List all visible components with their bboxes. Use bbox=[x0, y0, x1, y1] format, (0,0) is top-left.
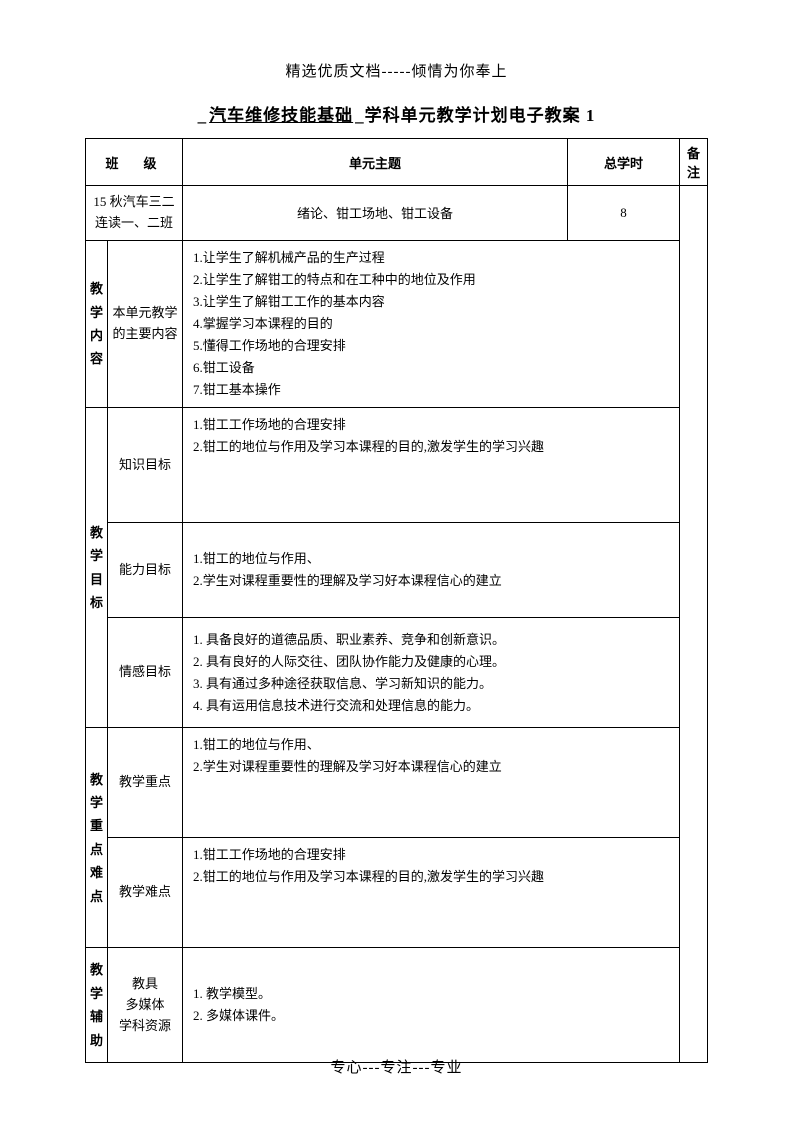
header-remark: 备注 bbox=[680, 139, 708, 186]
title-prefix: _ bbox=[198, 106, 208, 125]
keypoint-label: 教学重点 bbox=[108, 728, 183, 838]
page-title: _汽车维修技能基础_学科单元教学计划电子教案 1 bbox=[85, 101, 708, 126]
topic-value: 绪论、钳工场地、钳工设备 bbox=[183, 186, 568, 241]
knowledge-text: 1.钳工工作场地的合理安排2.钳工的地位与作用及学习本课程的目的,激发学生的学习… bbox=[183, 408, 680, 523]
hours-value: 8 bbox=[567, 186, 679, 241]
header-total-hours: 总学时 bbox=[567, 139, 679, 186]
aid-row: 教学辅助 教具多媒体学科资源 1. 教学模型。2. 多媒体课件。 bbox=[86, 948, 708, 1063]
content-text: 1.让学生了解机械产品的生产过程2.让学生了解钳工的特点和在工种中的地位及作用3… bbox=[183, 240, 680, 408]
emotion-text: 1. 具备良好的道德品质、职业素养、竞争和创新意识。2. 具有良好的人际交往、团… bbox=[183, 618, 680, 728]
class-info-row: 15 秋汽车三二连读一、二班 绪论、钳工场地、钳工设备 8 bbox=[86, 186, 708, 241]
goal-vlabel: 教学目标 bbox=[86, 408, 108, 728]
difficulty-text: 1.钳工工作场地的合理安排2.钳工的地位与作用及学习本课程的目的,激发学生的学习… bbox=[183, 838, 680, 948]
title-suffix: _学科单元教学计划电子教案 1 bbox=[355, 106, 595, 125]
header-class: 班 级 bbox=[86, 139, 183, 186]
page-header: 精选优质文档-----倾情为你奉上 bbox=[85, 60, 708, 81]
difficulty-row: 教学难点 1.钳工工作场地的合理安排2.钳工的地位与作用及学习本课程的目的,激发… bbox=[86, 838, 708, 948]
content-label: 本单元教学的主要内容 bbox=[108, 240, 183, 408]
content-row: 教学内容 本单元教学的主要内容 1.让学生了解机械产品的生产过程2.让学生了解钳… bbox=[86, 240, 708, 408]
aid-text: 1. 教学模型。2. 多媒体课件。 bbox=[183, 948, 680, 1063]
knowledge-label: 知识目标 bbox=[108, 408, 183, 523]
content-vlabel: 教学内容 bbox=[86, 240, 108, 408]
table-header-row: 班 级 单元主题 总学时 备注 bbox=[86, 139, 708, 186]
keypoint-text: 1.钳工的地位与作用、2.学生对课程重要性的理解及学习好本课程信心的建立 bbox=[183, 728, 680, 838]
keydiff-vlabel: 教学重点难点 bbox=[86, 728, 108, 948]
aid-vlabel: 教学辅助 bbox=[86, 948, 108, 1063]
goal-ability-row: 能力目标 1.钳工的地位与作用、2.学生对课程重要性的理解及学习好本课程信心的建… bbox=[86, 523, 708, 618]
remark-cell bbox=[680, 186, 708, 1063]
keypoint-row: 教学重点难点 教学重点 1.钳工的地位与作用、2.学生对课程重要性的理解及学习好… bbox=[86, 728, 708, 838]
page-footer: 专心---专注---专业 bbox=[0, 1056, 793, 1077]
ability-text: 1.钳工的地位与作用、2.学生对课程重要性的理解及学习好本课程信心的建立 bbox=[183, 523, 680, 618]
goal-knowledge-row: 教学目标 知识目标 1.钳工工作场地的合理安排2.钳工的地位与作用及学习本课程的… bbox=[86, 408, 708, 523]
title-subject: 汽车维修技能基础 bbox=[207, 106, 355, 125]
header-unit-topic: 单元主题 bbox=[183, 139, 568, 186]
emotion-label: 情感目标 bbox=[108, 618, 183, 728]
lesson-plan-table: 班 级 单元主题 总学时 备注 15 秋汽车三二连读一、二班 绪论、钳工场地、钳… bbox=[85, 138, 708, 1063]
difficulty-label: 教学难点 bbox=[108, 838, 183, 948]
goal-emotion-row: 情感目标 1. 具备良好的道德品质、职业素养、竞争和创新意识。2. 具有良好的人… bbox=[86, 618, 708, 728]
aid-label: 教具多媒体学科资源 bbox=[108, 948, 183, 1063]
class-value: 15 秋汽车三二连读一、二班 bbox=[86, 186, 183, 241]
ability-label: 能力目标 bbox=[108, 523, 183, 618]
